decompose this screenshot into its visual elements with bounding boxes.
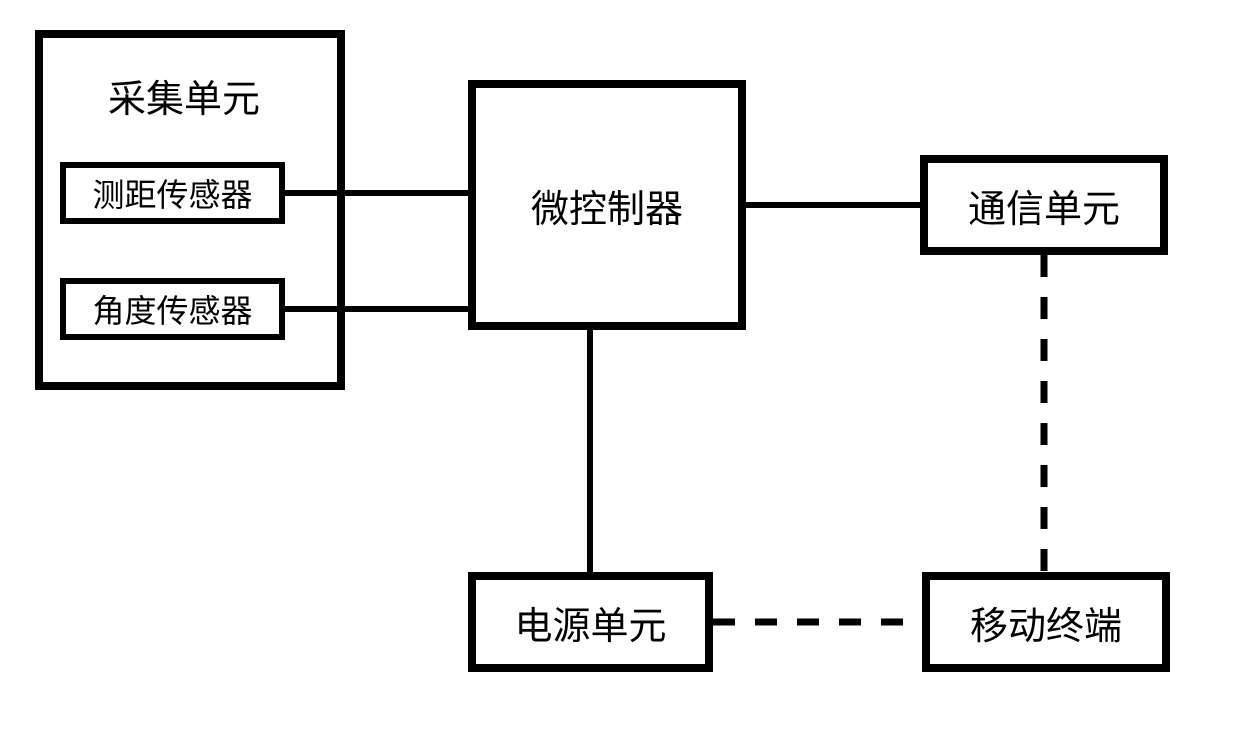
distance-sensor-box: 测距传感器 [60,162,285,224]
collection-unit-label: 采集单元 [108,68,260,123]
comm-unit-label: 通信单元 [968,178,1120,233]
angle-sensor-box: 角度传感器 [60,278,285,340]
power-unit-box: 电源单元 [468,572,713,672]
power-unit-label: 电源单元 [514,595,666,650]
microcontroller-label: 微控制器 [531,178,683,233]
mobile-terminal-label: 移动终端 [970,595,1122,650]
microcontroller-box: 微控制器 [468,80,746,330]
mobile-terminal-box: 移动终端 [922,572,1170,672]
angle-sensor-label: 角度传感器 [92,286,252,332]
distance-sensor-label: 测距传感器 [92,170,252,216]
comm-unit-box: 通信单元 [920,155,1168,255]
